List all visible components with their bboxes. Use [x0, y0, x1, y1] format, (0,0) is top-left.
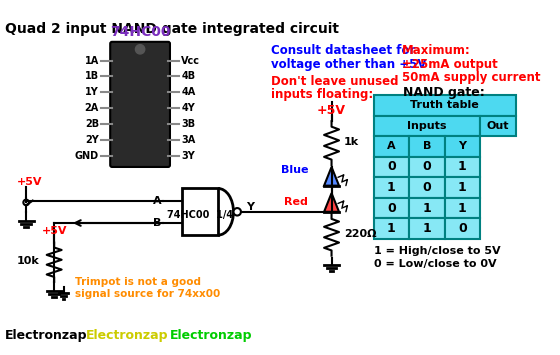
- Circle shape: [136, 45, 144, 54]
- Text: ±25mA output: ±25mA output: [402, 58, 497, 71]
- Text: Truth table: Truth table: [410, 100, 479, 110]
- Text: 1: 1: [387, 181, 396, 194]
- Text: NAND gate:: NAND gate:: [403, 86, 484, 99]
- Text: 74HC00: 74HC00: [110, 25, 170, 39]
- Text: A: A: [387, 141, 395, 152]
- Text: 2Y: 2Y: [85, 135, 99, 145]
- Text: 1: 1: [458, 160, 466, 174]
- Text: 3A: 3A: [181, 135, 195, 145]
- Bar: [374, 116, 480, 136]
- Text: B: B: [423, 141, 431, 152]
- Text: voltage other than +5V: voltage other than +5V: [271, 58, 426, 71]
- Text: A: A: [153, 196, 162, 206]
- Text: Electronzap: Electronzap: [86, 328, 169, 342]
- Text: 220Ω: 220Ω: [344, 229, 376, 239]
- Bar: [445, 177, 480, 198]
- Bar: [374, 157, 409, 177]
- Bar: [374, 177, 409, 198]
- Text: 2B: 2B: [85, 119, 99, 129]
- Text: 0 = Low/close to 0V: 0 = Low/close to 0V: [374, 260, 496, 269]
- Text: 4B: 4B: [181, 71, 195, 81]
- Text: 0: 0: [422, 160, 431, 174]
- Bar: [374, 95, 516, 116]
- Bar: [409, 157, 445, 177]
- Text: Out: Out: [487, 121, 509, 131]
- Text: +5V: +5V: [317, 104, 346, 118]
- Text: 0: 0: [387, 160, 396, 174]
- Text: 1: 1: [422, 202, 431, 214]
- Bar: [445, 136, 480, 157]
- Text: Blue: Blue: [281, 165, 308, 175]
- Text: 1: 1: [387, 222, 396, 235]
- Text: 0: 0: [387, 202, 396, 214]
- Text: 3Y: 3Y: [181, 151, 195, 161]
- Text: 1Y: 1Y: [85, 87, 99, 97]
- Text: Inputs: Inputs: [407, 121, 446, 131]
- Text: Trimpot is not a good: Trimpot is not a good: [74, 277, 200, 287]
- Text: 10k: 10k: [16, 256, 39, 266]
- Bar: [409, 198, 445, 218]
- Polygon shape: [324, 167, 339, 186]
- Text: Y: Y: [246, 202, 254, 212]
- Text: Vcc: Vcc: [181, 55, 200, 66]
- Text: +5V: +5V: [17, 177, 43, 187]
- Circle shape: [24, 200, 29, 205]
- Text: 1B: 1B: [85, 71, 99, 81]
- Text: 4Y: 4Y: [181, 103, 195, 113]
- Text: 0: 0: [422, 181, 431, 194]
- Text: 1: 1: [458, 202, 466, 214]
- Bar: [374, 136, 409, 157]
- Text: 2A: 2A: [85, 103, 99, 113]
- Text: 0: 0: [458, 222, 466, 235]
- Text: 1: 1: [458, 181, 466, 194]
- Text: +5V: +5V: [41, 226, 67, 236]
- Text: inputs floating:: inputs floating:: [271, 88, 373, 100]
- Text: 4A: 4A: [181, 87, 195, 97]
- Bar: [409, 218, 445, 239]
- Bar: [480, 116, 516, 136]
- Text: 1k: 1k: [344, 137, 359, 147]
- Text: Red: Red: [284, 197, 308, 207]
- Circle shape: [234, 208, 241, 215]
- Bar: [445, 198, 480, 218]
- Bar: [409, 136, 445, 157]
- Text: Quad 2 input NAND gate integrated circuit: Quad 2 input NAND gate integrated circui…: [4, 22, 339, 36]
- Bar: [409, 177, 445, 198]
- Bar: [182, 189, 218, 235]
- Bar: [374, 198, 409, 218]
- Text: 74HC00  1/4: 74HC00 1/4: [167, 209, 233, 220]
- Text: B: B: [153, 218, 162, 228]
- Bar: [445, 218, 480, 239]
- Text: Y: Y: [458, 141, 466, 152]
- Text: Consult datasheet for: Consult datasheet for: [271, 44, 415, 57]
- Text: GND: GND: [75, 151, 99, 161]
- Text: 1: 1: [422, 222, 431, 235]
- Polygon shape: [324, 193, 339, 212]
- Text: 50mA supply current: 50mA supply current: [402, 71, 540, 84]
- Text: Electronzap: Electronzap: [4, 328, 87, 342]
- Text: Maximum:: Maximum:: [402, 44, 470, 57]
- Bar: [445, 157, 480, 177]
- Bar: [374, 218, 409, 239]
- Text: Electronzap: Electronzap: [170, 328, 253, 342]
- Text: 1 = High/close to 5V: 1 = High/close to 5V: [374, 246, 500, 256]
- Text: Don't leave unused: Don't leave unused: [271, 75, 398, 88]
- Text: 1A: 1A: [85, 55, 99, 66]
- FancyBboxPatch shape: [110, 42, 170, 167]
- Text: signal source for 74xx00: signal source for 74xx00: [74, 289, 220, 299]
- Text: 3B: 3B: [181, 119, 195, 129]
